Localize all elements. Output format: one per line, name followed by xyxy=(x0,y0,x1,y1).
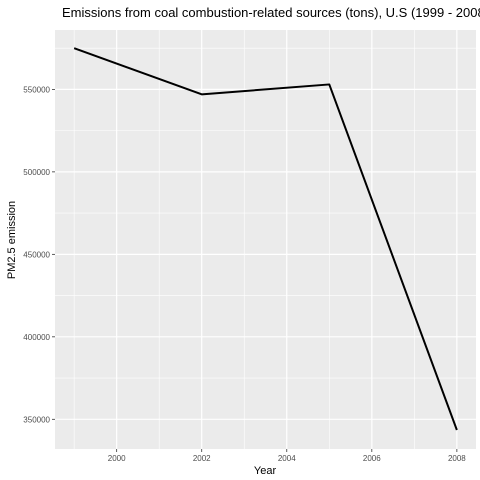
y-tick-label: 550000 xyxy=(23,85,50,94)
series-line xyxy=(73,47,458,431)
x-tick-label: 2000 xyxy=(108,454,126,463)
y-tick-label: 500000 xyxy=(23,168,50,177)
minor-gridlines xyxy=(55,30,476,449)
major-gridlines xyxy=(55,30,476,449)
x-axis: 2000 2002 2004 2006 2008 xyxy=(108,449,466,463)
y-tick-label: 350000 xyxy=(23,415,50,424)
series-layer xyxy=(73,47,458,431)
x-tick-label: 2004 xyxy=(278,454,296,463)
x-axis-title: Year xyxy=(254,465,277,477)
y-axis-title: PM2.5 emission xyxy=(6,201,18,279)
x-tick-label: 2008 xyxy=(448,454,466,463)
x-tick-label: 2002 xyxy=(193,454,211,463)
y-tick-label: 450000 xyxy=(23,250,50,259)
y-axis: 350000 400000 450000 500000 550000 xyxy=(23,85,55,424)
chart-title: Emissions from coal combustion-related s… xyxy=(62,5,480,20)
plot-panel xyxy=(55,30,476,449)
x-tick-label: 2006 xyxy=(363,454,381,463)
y-tick-label: 400000 xyxy=(23,333,50,342)
